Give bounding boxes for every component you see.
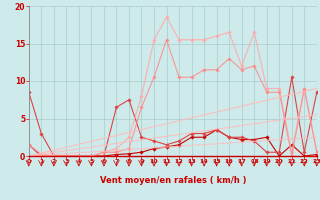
- X-axis label: Vent moyen/en rafales ( km/h ): Vent moyen/en rafales ( km/h ): [100, 176, 246, 185]
